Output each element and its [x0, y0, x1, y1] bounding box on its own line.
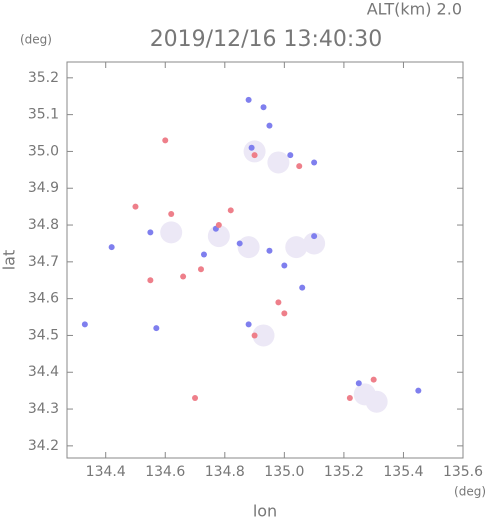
x-tick-label: 134.6 — [145, 464, 185, 480]
point — [207, 225, 230, 248]
point — [346, 395, 353, 402]
point — [243, 140, 266, 163]
y-tick-label: 34.9 — [28, 180, 59, 196]
point — [311, 233, 318, 240]
point — [227, 207, 234, 214]
x-axis-label: lon — [253, 502, 277, 521]
point — [245, 96, 252, 103]
y-tick-label: 34.3 — [28, 401, 59, 417]
point — [245, 321, 252, 328]
y-axis-label: lat — [0, 250, 19, 271]
y-unit: (deg) — [20, 33, 52, 47]
plot-frame — [66, 61, 464, 459]
point — [236, 240, 243, 247]
y-tick-label: 34.2 — [28, 438, 59, 454]
point — [192, 395, 199, 402]
point — [248, 144, 255, 151]
point — [215, 222, 222, 229]
point — [303, 232, 326, 255]
point — [251, 332, 258, 339]
y-tick-label: 34.5 — [28, 327, 59, 343]
y-tick-label: 35.0 — [28, 143, 59, 159]
point — [266, 247, 273, 254]
point — [251, 152, 258, 159]
point — [285, 236, 308, 259]
point — [108, 244, 115, 251]
point — [281, 310, 288, 317]
point — [299, 284, 306, 291]
point — [370, 376, 377, 383]
y-tick-label: 34.7 — [28, 254, 59, 270]
point — [287, 152, 294, 159]
x-tick-label: 134.8 — [205, 464, 245, 480]
y-tick-label: 34.8 — [28, 217, 59, 233]
point — [162, 137, 169, 144]
y-tick-label: 35.1 — [28, 107, 59, 123]
x-tick-label: 135.6 — [443, 464, 483, 480]
point — [147, 229, 154, 236]
point — [237, 236, 260, 259]
point — [197, 266, 204, 273]
point — [311, 159, 318, 166]
point — [275, 299, 282, 306]
point — [147, 277, 154, 284]
y-tick-label: 34.4 — [28, 364, 59, 380]
x-tick-label: 135.4 — [383, 464, 423, 480]
point — [355, 380, 362, 387]
chart-title: 2019/12/16 13:40:30 — [150, 27, 383, 52]
point — [132, 203, 139, 210]
point — [281, 262, 288, 269]
x-tick-label: 134.4 — [86, 464, 126, 480]
point — [153, 325, 160, 332]
x-tick-label: 135.0 — [264, 464, 304, 480]
point — [296, 163, 303, 170]
point — [252, 324, 275, 347]
point — [180, 273, 187, 280]
point — [266, 122, 273, 129]
x-tick-label: 135.2 — [324, 464, 364, 480]
point — [267, 151, 290, 174]
point — [365, 390, 388, 413]
y-tick-label: 34.6 — [28, 291, 59, 307]
point — [81, 321, 88, 328]
y-tick-label: 35.2 — [28, 70, 59, 86]
point — [168, 210, 175, 217]
x-unit: (deg) — [454, 485, 486, 499]
point — [200, 251, 207, 258]
point — [160, 221, 183, 244]
point — [260, 104, 267, 111]
subtitle: ALT(km) 2.0 — [367, 0, 462, 19]
point — [415, 387, 422, 394]
